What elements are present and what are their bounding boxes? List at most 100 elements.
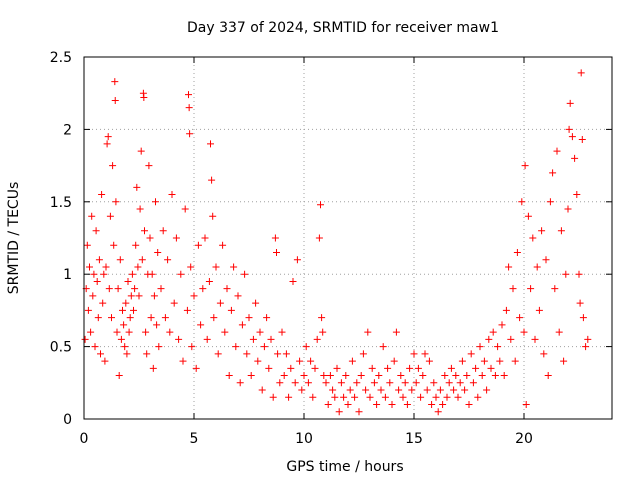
data-point [227, 306, 235, 314]
data-point [164, 256, 172, 264]
data-point [518, 198, 526, 206]
data-point [463, 372, 471, 380]
data-point [366, 393, 374, 401]
data-point [93, 277, 101, 285]
data-point [370, 379, 378, 387]
data-point [175, 335, 183, 343]
data-point [113, 328, 121, 336]
data-point [131, 285, 139, 293]
data-point [392, 328, 400, 336]
data-point [553, 147, 561, 155]
data-point [117, 335, 125, 343]
data-point [489, 328, 497, 336]
data-point [538, 227, 546, 235]
data-point [99, 299, 107, 307]
data-point [90, 270, 98, 278]
data-point [150, 292, 158, 300]
data-point [311, 364, 319, 372]
data-point [333, 364, 341, 372]
data-point [485, 335, 493, 343]
data-point [397, 372, 405, 380]
data-point [205, 277, 213, 285]
data-point [219, 241, 227, 249]
data-point [127, 292, 135, 300]
data-point [149, 364, 157, 372]
data-point [81, 335, 89, 343]
data-point [296, 357, 304, 365]
data-point [172, 234, 180, 242]
data-point [263, 314, 271, 322]
data-point [94, 314, 102, 322]
data-point [223, 285, 231, 293]
data-point [190, 292, 198, 300]
data-point [84, 306, 92, 314]
data-point [542, 256, 550, 264]
data-point [126, 314, 134, 322]
data-point [430, 379, 438, 387]
data-point [456, 379, 464, 387]
data-point [439, 401, 447, 409]
data-point [571, 154, 579, 162]
data-point [555, 328, 563, 336]
data-point [203, 335, 211, 343]
plot-frame [83, 56, 613, 420]
data-point [256, 328, 264, 336]
data-point [535, 306, 543, 314]
data-point [414, 364, 422, 372]
data-point [168, 191, 176, 199]
data-point [502, 306, 510, 314]
data-point [320, 372, 328, 380]
y-tick-label: 2.5 [50, 50, 72, 66]
data-point [110, 241, 118, 249]
data-point [280, 372, 288, 380]
data-point [516, 314, 524, 322]
data-point [337, 379, 345, 387]
data-point [551, 285, 559, 293]
data-point [133, 183, 141, 191]
data-point [109, 162, 117, 170]
data-point [454, 393, 462, 401]
data-point [511, 357, 519, 365]
x-tick-label: 20 [515, 431, 533, 447]
data-point [170, 299, 178, 307]
data-point [386, 379, 394, 387]
data-point [105, 285, 113, 293]
data-point [274, 350, 282, 358]
data-point [146, 234, 154, 242]
x-tick-label: 5 [190, 431, 199, 447]
data-point [92, 227, 100, 235]
data-point [436, 386, 444, 394]
data-point [249, 335, 257, 343]
data-point [579, 314, 587, 322]
data-point [155, 343, 163, 351]
data-point [185, 104, 193, 112]
data-point [245, 314, 253, 322]
data-point [123, 350, 131, 358]
data-point [379, 343, 387, 351]
data-point [412, 379, 420, 387]
data-point [236, 379, 244, 387]
data-point [344, 401, 352, 409]
data-point [221, 328, 229, 336]
data-point [111, 78, 119, 86]
data-point [91, 343, 99, 351]
data-point [230, 263, 238, 271]
data-point [395, 386, 403, 394]
data-point [145, 162, 153, 170]
data-point [326, 372, 334, 380]
data-point [566, 99, 574, 107]
data-point [529, 234, 537, 242]
data-point [406, 364, 414, 372]
data-point [137, 147, 145, 155]
data-point [152, 198, 159, 206]
data-point [491, 372, 499, 380]
data-point [134, 263, 142, 271]
data-point [111, 96, 119, 104]
data-point [291, 379, 299, 387]
data-point [472, 364, 480, 372]
data-point [478, 372, 486, 380]
data-point [209, 212, 217, 220]
data-point [546, 198, 554, 206]
data-point [179, 357, 187, 365]
